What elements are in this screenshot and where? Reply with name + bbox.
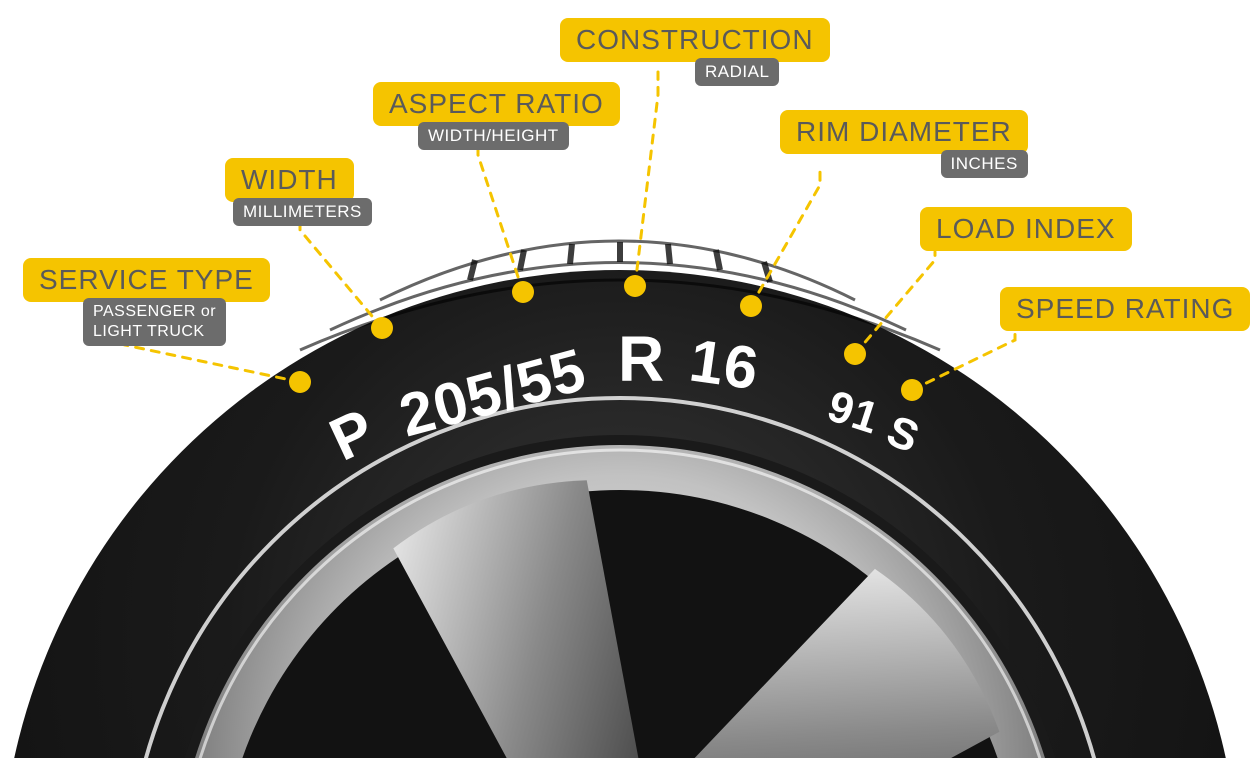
dot-aspect-ratio xyxy=(512,281,534,303)
label-subtitle: PASSENGER or LIGHT TRUCK xyxy=(83,298,226,346)
label-service-type: SERVICE TYPE PASSENGER or LIGHT TRUCK xyxy=(23,258,270,346)
label-aspect-ratio: ASPECT RATIO WIDTH/HEIGHT xyxy=(373,82,620,150)
label-title: CONSTRUCTION xyxy=(560,18,830,62)
dot-width xyxy=(371,317,393,339)
dot-construction xyxy=(624,275,646,297)
label-construction: CONSTRUCTION RADIAL xyxy=(560,18,830,86)
label-title: ASPECT RATIO xyxy=(373,82,620,126)
label-subtitle: WIDTH/HEIGHT xyxy=(418,122,569,150)
label-title: RIM DIAMETER xyxy=(780,110,1028,154)
tire-mark-16: 16 xyxy=(686,326,764,404)
label-title: SERVICE TYPE xyxy=(23,258,270,302)
label-subtitle: RADIAL xyxy=(695,58,779,86)
label-load-index: LOAD INDEX xyxy=(920,207,1132,251)
label-rim-diameter: RIM DIAMETER INCHES xyxy=(780,110,1028,178)
label-title: SPEED RATING xyxy=(1000,287,1250,331)
tire-mark-R: R xyxy=(618,322,665,396)
label-title: WIDTH xyxy=(225,158,354,202)
dot-speed-rating xyxy=(901,379,923,401)
label-speed-rating: SPEED RATING xyxy=(1000,287,1250,331)
label-width: WIDTH MILLIMETERS xyxy=(225,158,372,226)
dot-rim-diameter xyxy=(740,295,762,317)
dot-service-type xyxy=(289,371,311,393)
dot-load-index xyxy=(844,343,866,365)
label-subtitle: INCHES xyxy=(941,150,1028,178)
label-subtitle: MILLIMETERS xyxy=(233,198,372,226)
tire-infographic: P 205/55 R 16 91 S SERVICE TYPE xyxy=(0,0,1250,758)
label-title: LOAD INDEX xyxy=(920,207,1132,251)
